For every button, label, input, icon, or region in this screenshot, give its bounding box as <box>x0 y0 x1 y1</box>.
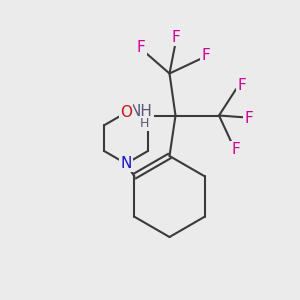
Text: F: F <box>136 40 146 56</box>
Text: F: F <box>201 48 210 63</box>
Text: NH: NH <box>130 104 152 119</box>
Text: N: N <box>120 156 132 171</box>
Text: F: F <box>237 78 246 93</box>
Text: F: F <box>231 142 240 158</box>
Text: F: F <box>244 111 253 126</box>
Text: F: F <box>171 30 180 45</box>
Text: O: O <box>120 105 132 120</box>
Text: H: H <box>139 117 149 130</box>
